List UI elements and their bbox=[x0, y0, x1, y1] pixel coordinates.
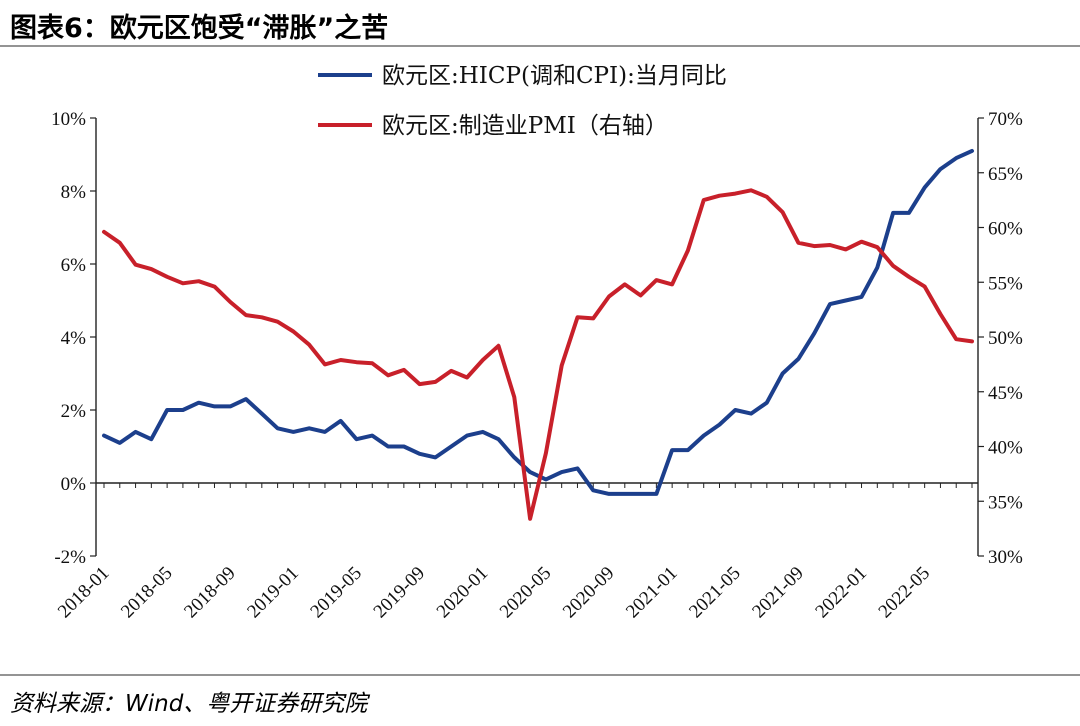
hicp-series-line bbox=[102, 148, 974, 496]
x-tick-label: 2021-09 bbox=[748, 563, 808, 623]
x-tick-label: 2019-01 bbox=[243, 563, 303, 623]
x-tick-label: 2018-09 bbox=[180, 563, 240, 623]
right-tick-label: 70% bbox=[988, 109, 1023, 130]
x-tick-label: 2021-01 bbox=[622, 563, 682, 623]
right-tick-label: 35% bbox=[988, 492, 1023, 513]
pmi-series-line bbox=[102, 188, 974, 521]
left-tick-label: -2% bbox=[54, 547, 86, 568]
x-tick-label: 2022-05 bbox=[875, 563, 935, 623]
x-tick-label: 2018-01 bbox=[54, 563, 114, 623]
x-tick-label: 2021-05 bbox=[685, 563, 745, 623]
x-tick-label: 2022-01 bbox=[811, 563, 871, 623]
left-tick-label: 8% bbox=[61, 182, 87, 203]
right-tick-label: 65% bbox=[988, 164, 1023, 185]
right-tick-label: 50% bbox=[988, 328, 1023, 349]
left-tick-label: 10% bbox=[51, 109, 86, 130]
figure-title: 图表6：欧元区饱受“滞胀”之苦 bbox=[10, 13, 389, 44]
x-tick-label: 2019-09 bbox=[370, 563, 430, 623]
right-tick-label: 55% bbox=[988, 273, 1023, 294]
x-tick-label: 2020-09 bbox=[559, 563, 619, 623]
right-tick-label: 30% bbox=[988, 547, 1023, 568]
x-tick-label: 2020-05 bbox=[496, 563, 556, 623]
legend-label-hicp: 欧元区:HICP(调和CPI):当月同比 bbox=[382, 63, 727, 89]
left-tick-label: 6% bbox=[61, 255, 87, 276]
left-tick-label: 0% bbox=[61, 474, 87, 495]
series-layer bbox=[102, 148, 974, 521]
x-tick-label: 2019-05 bbox=[306, 563, 366, 623]
legend-label-pmi: 欧元区:制造业PMI（右轴） bbox=[382, 113, 668, 139]
left-tick-label: 4% bbox=[61, 328, 87, 349]
x-tick-label: 2020-01 bbox=[433, 563, 493, 623]
x-tick-label: 2018-05 bbox=[117, 563, 177, 623]
right-tick-label: 45% bbox=[988, 383, 1023, 404]
legend: 欧元区:HICP(调和CPI):当月同比 欧元区:制造业PMI（右轴） bbox=[318, 63, 727, 139]
axes-layer: -2% 0% 2% 4% 6% 8% 10% 30% 35% 40% 45% 50% 55% 60% 65%… bbox=[51, 109, 1023, 622]
right-tick-label: 40% bbox=[988, 438, 1023, 459]
right-tick-label: 60% bbox=[988, 219, 1023, 240]
left-tick-label: 2% bbox=[61, 401, 87, 422]
source-note: 资料来源：Wind、粤开证券研究院 bbox=[10, 691, 368, 717]
